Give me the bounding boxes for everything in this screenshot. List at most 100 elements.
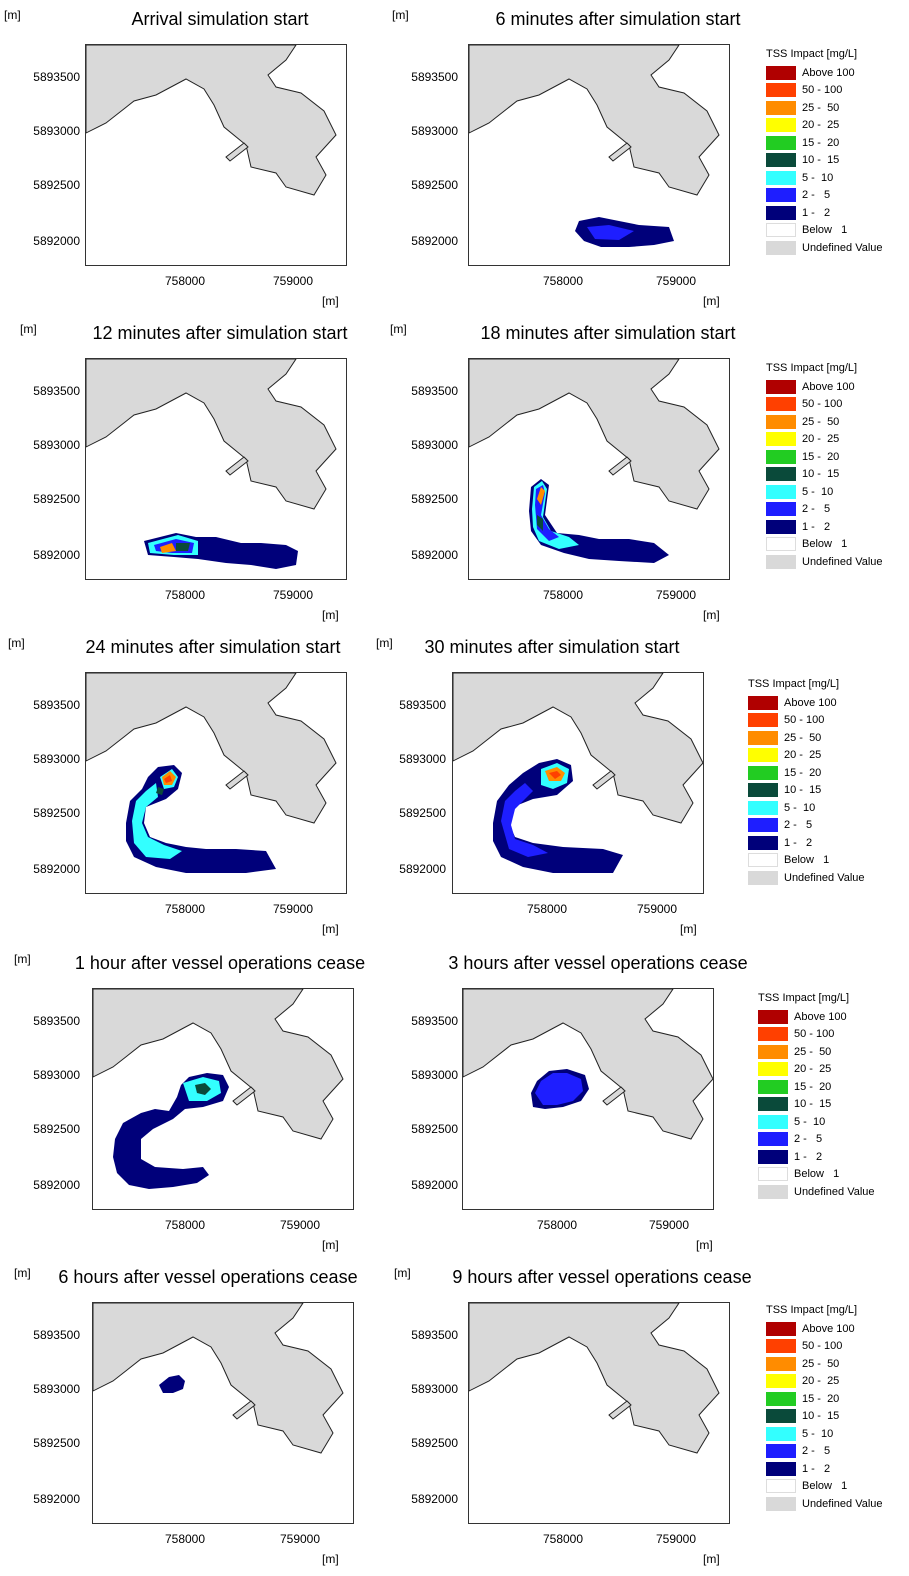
legend-label: 2 - 5: [794, 1133, 823, 1146]
legend-swatch: [766, 519, 796, 534]
legend-label: Below 1: [802, 1480, 848, 1493]
legend-swatch: [766, 484, 796, 499]
legend-swatch: [766, 414, 796, 429]
legend-swatch: [766, 554, 796, 569]
y-tick: 5892500: [411, 1122, 458, 1136]
legend-swatch: [766, 240, 796, 255]
legend-item: 25 - 50: [748, 729, 898, 747]
legend-item: 2 - 5: [766, 1443, 909, 1461]
legend-item: 20 - 25: [766, 1373, 909, 1391]
y-tick: 5892000: [411, 548, 458, 562]
y-tick: 5892500: [33, 806, 80, 820]
y-tick: 5893000: [33, 752, 80, 766]
legend-item: Below 1: [766, 1478, 909, 1496]
legend-label: 25 - 50: [784, 731, 822, 744]
legend-item: 10 - 15: [766, 1408, 909, 1426]
legend: TSS Impact [mg/L] Above 100 50 - 100 25 - 5…: [766, 1304, 909, 1513]
legend: TSS Impact [mg/L] Above 100 50 - 100 25 - 5…: [758, 992, 908, 1201]
legend-item: 25 - 50: [766, 413, 909, 431]
legend-item: Below 1: [766, 536, 909, 554]
x-unit-label: [m]: [703, 294, 720, 308]
panel-title: 30 minutes after simulation start: [424, 637, 680, 657]
jetty: [608, 142, 632, 162]
legend-item: 5 - 10: [766, 1425, 909, 1443]
legend-item: 20 - 25: [766, 431, 909, 449]
legend-swatch: [766, 1461, 796, 1476]
legend-swatch: [766, 537, 796, 552]
plume-contour-4: [176, 543, 190, 551]
jetty: [592, 770, 616, 790]
map-panel-7: [m] 1 hour after vessel operations cease…: [0, 952, 450, 1262]
y-tick: 5893500: [399, 698, 446, 712]
legend-swatch: [766, 135, 796, 150]
map-panel-4: [m] 18 minutes after simulation start 58…: [378, 322, 828, 632]
y-unit-label: [m]: [20, 322, 37, 336]
jetty: [225, 770, 249, 790]
legend-label: 1 - 2: [784, 836, 813, 849]
y-tick: 5893000: [33, 438, 80, 452]
x-unit-label: [m]: [322, 1238, 339, 1252]
y-tick: 5893500: [411, 1328, 458, 1342]
land-area: [86, 45, 337, 196]
legend-label: Undefined Value: [802, 555, 883, 568]
legend-label: 50 - 100: [784, 714, 825, 727]
y-tick: 5892000: [33, 862, 80, 876]
legend: TSS Impact [mg/L] Above 100 50 - 100 25 - 5…: [748, 678, 898, 887]
legend-label: 2 - 5: [802, 189, 831, 202]
legend-item: 10 - 15: [766, 152, 909, 170]
legend-swatch: [766, 1339, 796, 1354]
legend-item: 1 - 2: [766, 204, 909, 222]
plume-contour-0: [159, 1375, 185, 1393]
map-svg: [93, 989, 344, 1189]
legend-item: 10 - 15: [748, 782, 898, 800]
plume-contour-3: [160, 543, 176, 553]
legend-swatch: [766, 1321, 796, 1336]
legend-item: Below 1: [758, 1166, 908, 1184]
map-svg: [469, 359, 720, 563]
map-panel-6: [m] 30 minutes after simulation start 58…: [372, 636, 822, 946]
legend-swatch: [766, 205, 796, 220]
legend-item: Above 100: [766, 64, 909, 82]
legend-label: Above 100: [802, 66, 855, 79]
legend-swatch: [766, 1356, 796, 1371]
jetty: [232, 1400, 256, 1420]
legend-item: 15 - 20: [758, 1078, 908, 1096]
legend-label: Undefined Value: [802, 1497, 883, 1510]
legend-label: Above 100: [802, 1322, 855, 1335]
legend-label: Above 100: [802, 380, 855, 393]
legend-label: 50 - 100: [794, 1028, 835, 1041]
legend-label: 2 - 5: [784, 819, 813, 832]
x-unit-label: [m]: [322, 1552, 339, 1566]
x-tick: 758000: [542, 274, 584, 288]
legend-label: 5 - 10: [802, 1427, 834, 1440]
legend-label: 25 - 50: [802, 1357, 840, 1370]
land-area: [86, 673, 337, 824]
legend-swatch: [766, 432, 796, 447]
legend-item: Undefined Value: [766, 239, 909, 257]
legend-item: 25 - 50: [766, 99, 909, 117]
y-tick: 5892000: [411, 234, 458, 248]
legend-title: TSS Impact [mg/L]: [766, 1304, 858, 1316]
legend-label: 20 - 25: [784, 749, 822, 762]
legend-item: Below 1: [766, 222, 909, 240]
map-svg: [86, 673, 337, 873]
jetty: [225, 456, 249, 476]
legend-swatch: [748, 713, 778, 728]
legend-swatch: [766, 502, 796, 517]
legend-swatch: [748, 853, 778, 868]
land-area: [469, 45, 720, 196]
x-tick: 758000: [164, 274, 206, 288]
y-tick: 5892000: [33, 1492, 80, 1506]
legend-swatch: [748, 695, 778, 710]
legend-label: 25 - 50: [794, 1045, 832, 1058]
legend-item: 1 - 2: [748, 834, 898, 852]
legend-label: 50 - 100: [802, 84, 843, 97]
x-tick: 758000: [164, 1218, 206, 1232]
legend-label: 1 - 2: [802, 1462, 831, 1475]
map-plot: [92, 1302, 354, 1524]
legend-label: 50 - 100: [802, 398, 843, 411]
legend-item: 10 - 15: [758, 1096, 908, 1114]
legend-label: 15 - 20: [802, 136, 840, 149]
jetty: [608, 1400, 632, 1420]
legend-label: 5 - 10: [794, 1115, 826, 1128]
